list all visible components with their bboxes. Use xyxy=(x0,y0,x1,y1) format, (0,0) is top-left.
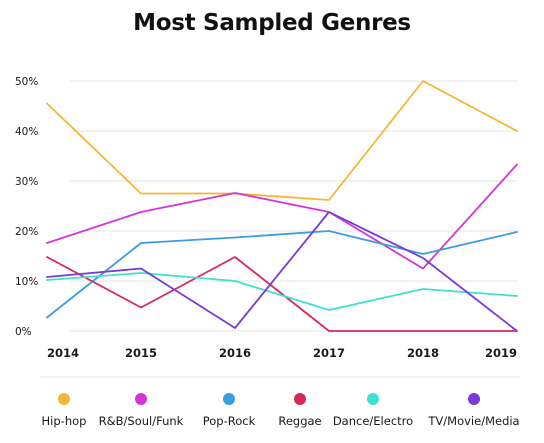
y-tick-label: 20% xyxy=(15,226,38,238)
chart-title: Most Sampled Genres xyxy=(133,10,411,36)
legend: Hip-hop R&B/Soul/Funk Pop-Rock Reggae Dance/… xyxy=(42,393,520,428)
x-tick-label: 2018 xyxy=(407,346,439,360)
legend-label-dance-electro: Dance/Electro xyxy=(333,414,413,428)
legend-label-reggae: Reggae xyxy=(278,414,321,428)
x-axis-ticks: 2014 2015 2016 2017 2018 2019 xyxy=(47,346,517,360)
y-tick-label: 10% xyxy=(15,276,38,288)
series-line-dance-electro xyxy=(46,272,518,311)
y-axis-ticks: 0% 10% 20% 30% 40% 50% xyxy=(15,76,38,338)
legend-swatch-reggae xyxy=(294,393,306,405)
y-tick-label: 40% xyxy=(15,126,38,138)
legend-swatch-r-b-soul-funk xyxy=(135,393,147,405)
legend-label-r-b-soul-funk: R&B/Soul/Funk xyxy=(99,414,184,428)
series-line-r-b-soul-funk xyxy=(46,163,518,270)
x-tick-label: 2014 xyxy=(47,346,79,360)
x-tick-label: 2016 xyxy=(219,346,251,360)
legend-label-hip-hop: Hip-hop xyxy=(42,414,87,428)
legend-swatch-pop-rock xyxy=(223,393,235,405)
series-line-tv-movie-media xyxy=(46,211,518,332)
series-line-pop-rock xyxy=(46,230,518,319)
x-tick-label: 2017 xyxy=(313,346,345,360)
y-tick-label: 30% xyxy=(15,176,38,188)
x-tick-label: 2015 xyxy=(125,346,157,360)
y-tick-label: 0% xyxy=(15,326,32,338)
series-line-hip-hop xyxy=(46,80,518,201)
legend-swatch-tv-movie-media xyxy=(468,393,480,405)
y-tick-label: 50% xyxy=(15,76,38,88)
series-line-reggae xyxy=(46,256,518,332)
legend-swatch-dance-electro xyxy=(367,393,379,405)
series-lines xyxy=(46,80,518,332)
legend-label-pop-rock: Pop-Rock xyxy=(203,414,256,428)
x-tick-label: 2019 xyxy=(485,346,517,360)
legend-label-tv-movie-media: TV/Movie/Media xyxy=(427,414,519,428)
legend-swatch-hip-hop xyxy=(58,393,70,405)
grid-layer xyxy=(70,80,517,332)
